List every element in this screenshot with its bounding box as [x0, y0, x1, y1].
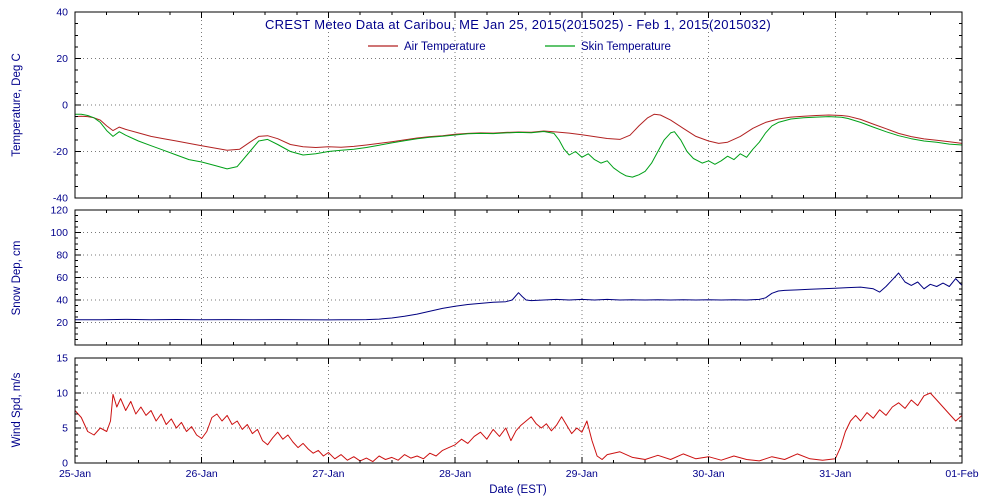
- chart-title: CREST Meteo Data at Caribou, ME Jan 25, …: [265, 17, 771, 32]
- y-axis-label-snow-depth: Snow Dep, cm: [11, 241, 23, 316]
- y-tick-label: 120: [50, 205, 68, 217]
- y-tick-label: 20: [56, 317, 68, 329]
- y-tick-label: 100: [50, 227, 68, 239]
- x-tick-label: 26-Jan: [186, 468, 218, 480]
- panel-border: [74, 11, 963, 199]
- panel-border: [74, 357, 963, 464]
- y-tick-label: 40: [56, 7, 68, 19]
- y-axis-label-temperature: Temperature, Deg C: [11, 53, 23, 157]
- y-tick-label: 0: [62, 100, 68, 112]
- legend-air-temperature-label: Air Temperature: [404, 41, 486, 53]
- panel-wind-speed: 0 5 10 15 25-Jan 26-Jan 27-Jan 28-Jan 29-Jan 30-J…: [56, 353, 978, 481]
- y-tick-label: 80: [56, 250, 68, 262]
- x-tick-label: 27-Jan: [312, 468, 344, 480]
- chart-overlay: CREST Meteo Data at Caribou, ME Jan 25, …: [11, 17, 771, 496]
- x-tick-label: 29-Jan: [566, 468, 598, 480]
- y-tick-label: 40: [56, 295, 68, 307]
- series-snow-depth: [75, 272, 962, 321]
- x-tick-label: 31-Jan: [819, 468, 851, 480]
- legend-skin-temperature-label: Skin Temperature: [581, 41, 671, 53]
- x-tick-label: 28-Jan: [439, 468, 471, 480]
- y-tick-label: -20: [53, 146, 68, 158]
- y-tick-label: 0: [62, 458, 68, 470]
- x-tick-label: 30-Jan: [693, 468, 725, 480]
- y-tick-label: 15: [56, 353, 68, 365]
- y-tick-label: -40: [53, 193, 68, 205]
- y-tick-label: 60: [56, 272, 68, 284]
- y-tick-label: 20: [56, 53, 68, 65]
- x-axis-label: Date (EST): [489, 484, 547, 496]
- panel-border: [74, 209, 963, 346]
- x-tick-label: 25-Jan: [59, 468, 91, 480]
- panel-snow-depth: 20 40 60 80 100 120: [50, 205, 963, 346]
- y-tick-label: 10: [56, 388, 68, 400]
- panel-temperature: -40 -20 0 20 40: [53, 7, 963, 205]
- y-axis-label-wind-speed: Wind Spd, m/s: [11, 372, 23, 447]
- y-tick-label: 5: [62, 423, 68, 435]
- x-tick-label: 01-Feb: [945, 468, 978, 480]
- series-skin-temperature: [75, 113, 962, 178]
- series-wind-speed: [75, 392, 962, 463]
